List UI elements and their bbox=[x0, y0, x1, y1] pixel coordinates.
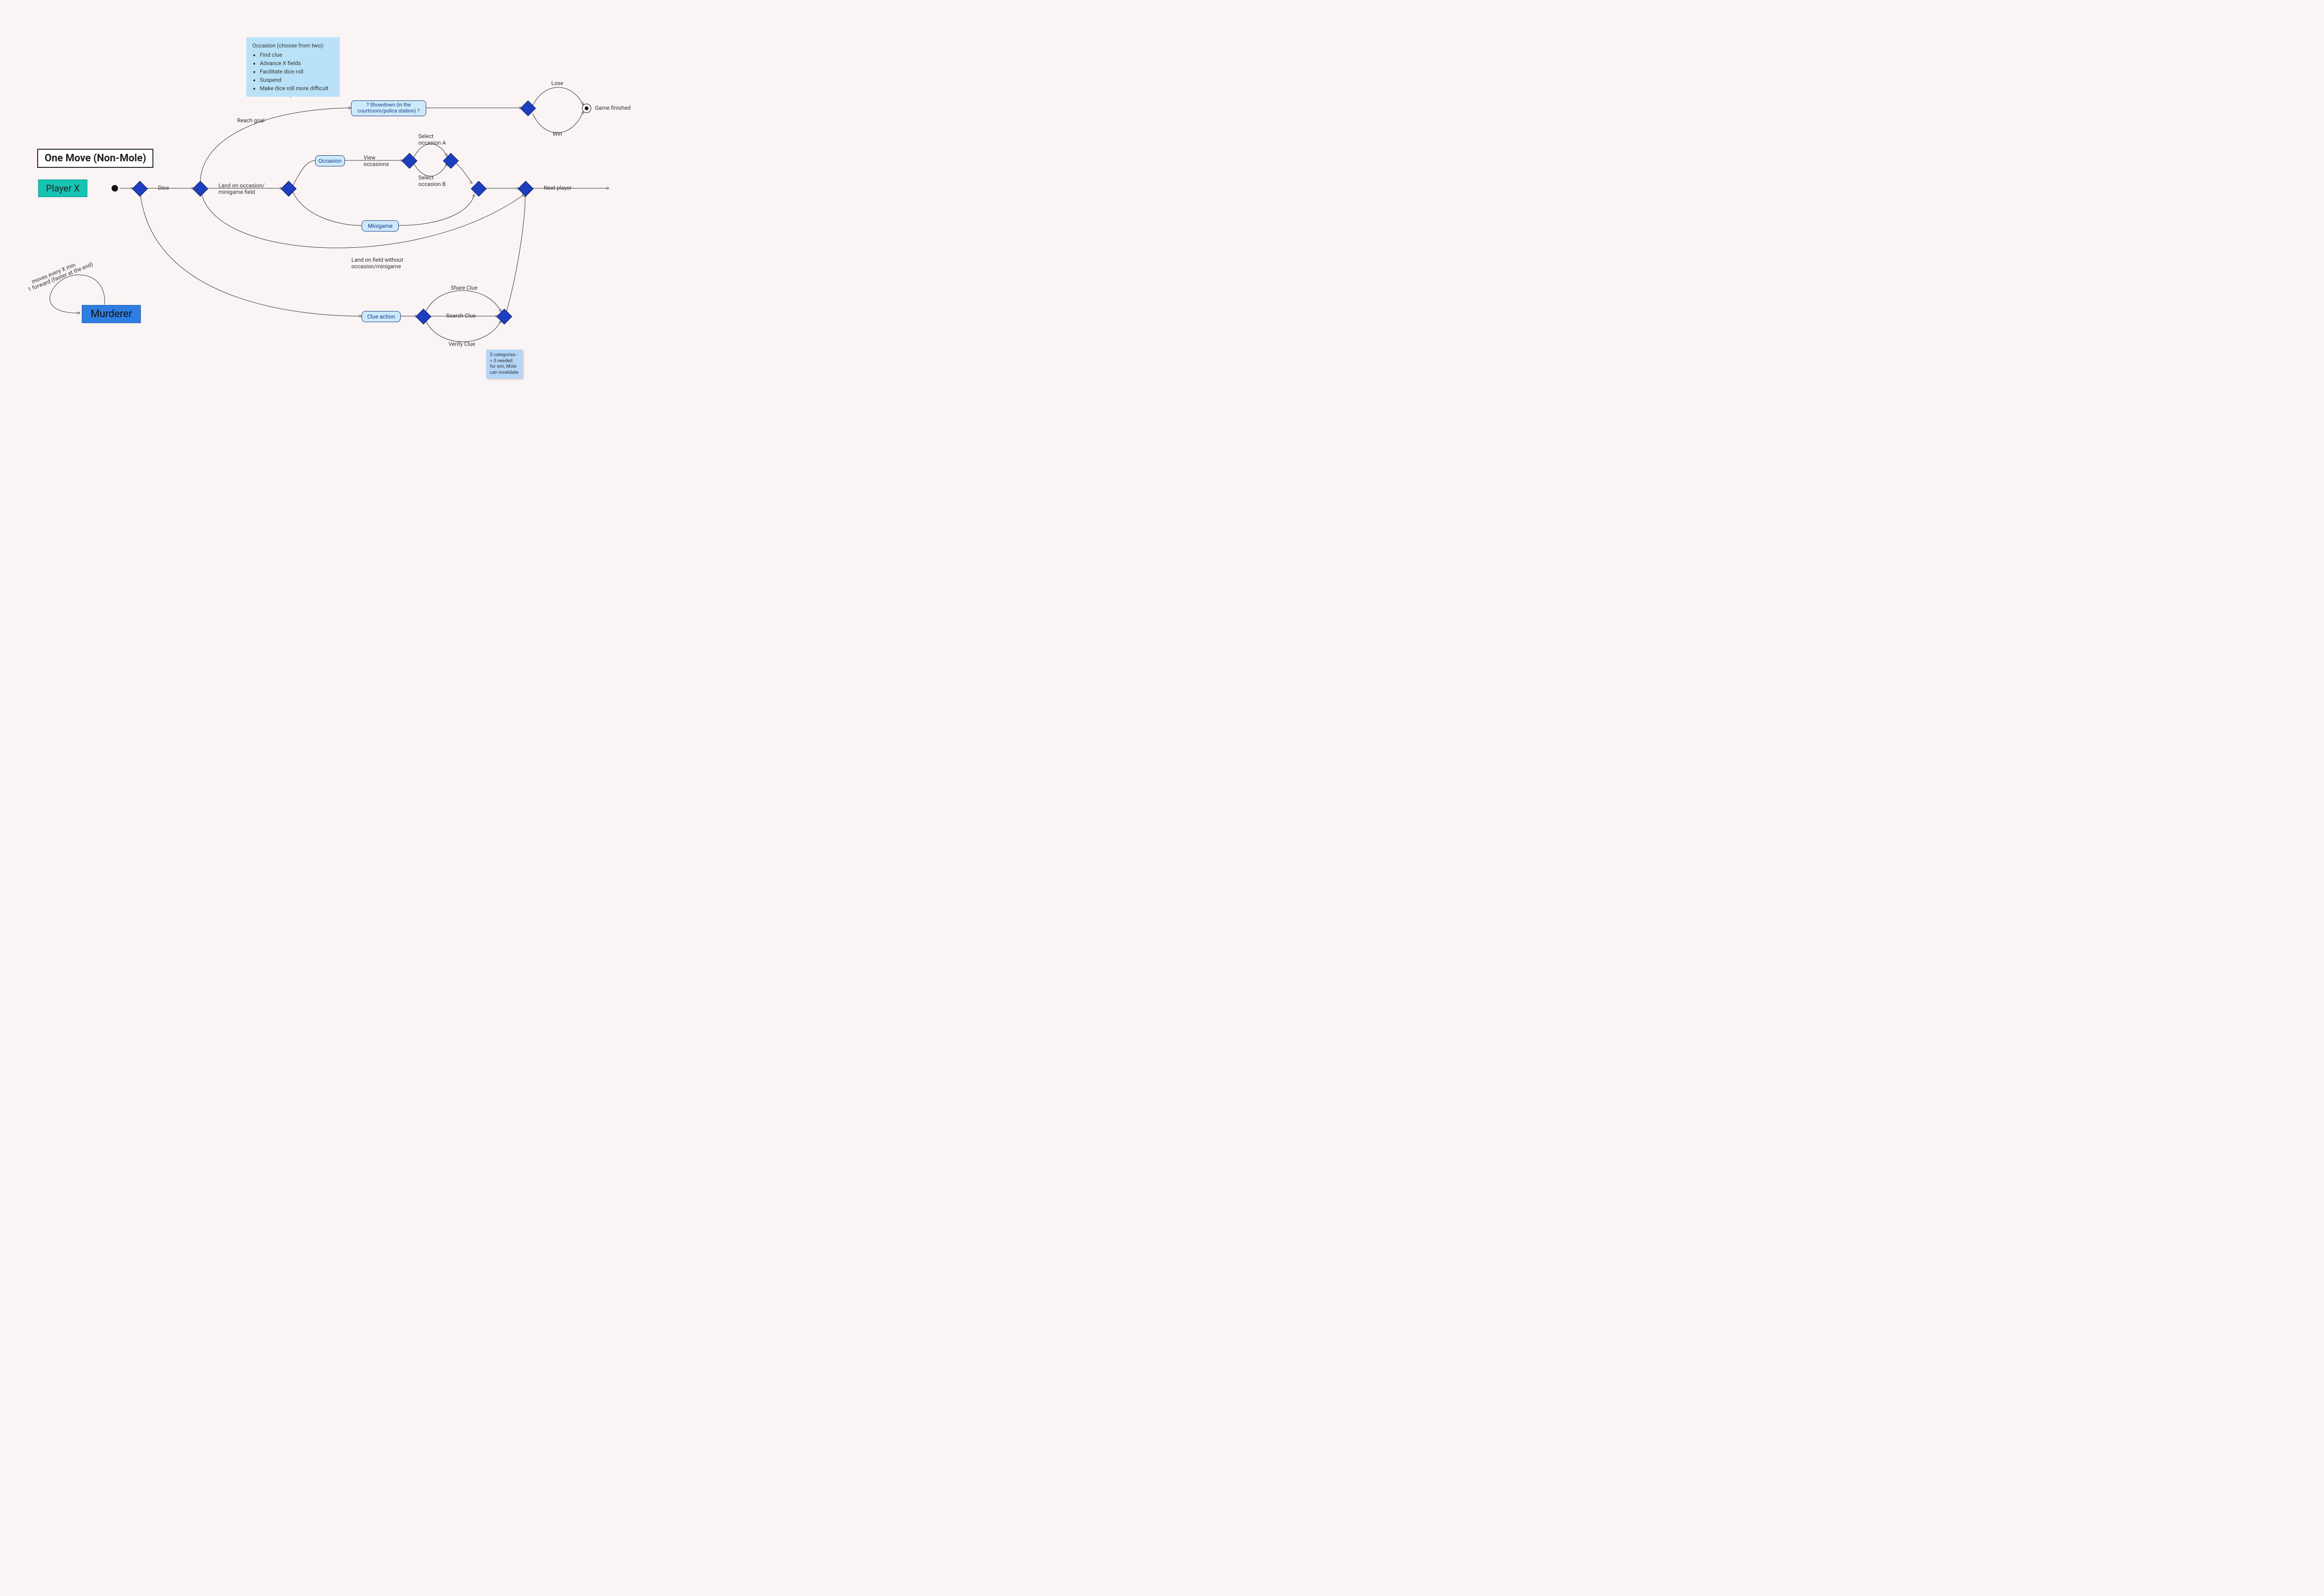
label-game-finished: Game finished bbox=[595, 105, 631, 112]
label-land-without-2: occasion/minigame bbox=[351, 263, 401, 270]
decision-next-player bbox=[518, 181, 534, 197]
label-dice: Dice bbox=[158, 185, 169, 192]
label-win: Win bbox=[553, 131, 562, 138]
showdown-line2: courtroom/police station) ? bbox=[357, 108, 420, 114]
sticky-note: 5 categories -> 3 needed for win, Mole c… bbox=[486, 350, 522, 378]
label-select-a-1: Select bbox=[418, 133, 434, 140]
label-lose: Lose bbox=[551, 80, 563, 87]
player-box: Player X bbox=[38, 179, 87, 197]
occasion-note-item: Advance X fields bbox=[260, 59, 334, 67]
decision-win-lose bbox=[520, 100, 536, 116]
occasion-note-item: Find clue bbox=[260, 51, 334, 59]
occasion-note-header: Occasion (choose from two): bbox=[252, 41, 334, 50]
label-select-b-1: Select bbox=[418, 174, 434, 181]
decision-field-type bbox=[281, 181, 297, 197]
label-view-line1: View bbox=[363, 154, 376, 161]
decision-view-occasions bbox=[402, 153, 417, 169]
proc-minigame: Minigame bbox=[362, 220, 399, 232]
decision-after-dice bbox=[192, 181, 208, 197]
end-node bbox=[582, 104, 591, 113]
occasion-note-item: Suspend bbox=[260, 76, 334, 84]
proc-clue-action: Clue action bbox=[362, 311, 401, 322]
label-select-b-2: occasion B bbox=[418, 181, 446, 188]
diagram-title: One Move (Non-Mole) bbox=[37, 149, 153, 168]
occasion-note-item: Make dice roll more difficult bbox=[260, 84, 334, 93]
showdown-line1: ? Showdown (in the bbox=[366, 102, 410, 108]
label-verify-clue: Verify Clue bbox=[449, 341, 475, 348]
decision-merge-occasion-minigame bbox=[471, 181, 487, 197]
flowchart-canvas: One Move (Non-Mole) Player X Occasion Mi… bbox=[0, 0, 674, 418]
decision-clue-merge bbox=[496, 309, 512, 324]
decision-clue-branch bbox=[416, 309, 431, 324]
occasion-note: Occasion (choose from two): Find clue Ad… bbox=[246, 37, 340, 97]
proc-showdown: ? Showdown (in the courtroom/police stat… bbox=[351, 100, 426, 116]
label-share-clue: Share Clue bbox=[451, 285, 477, 291]
label-search-clue: Search Clue bbox=[446, 312, 476, 319]
start-node bbox=[112, 185, 118, 192]
occasion-note-item: Facilitate dice roll bbox=[260, 67, 334, 76]
label-reach-goal: Reach goal bbox=[237, 117, 264, 124]
label-land-without-1: Land on field without bbox=[351, 257, 403, 264]
label-land-on-1: Land on occasion/ bbox=[218, 182, 264, 189]
label-select-a-2: occasion A bbox=[418, 139, 446, 146]
murderer-box: Murderer bbox=[82, 305, 141, 323]
label-land-on-2: minigame field bbox=[218, 189, 255, 196]
proc-occasion: Occasion bbox=[315, 155, 345, 166]
label-view-line2: occasions bbox=[363, 161, 389, 168]
decision-select-occasion bbox=[443, 153, 459, 169]
decision-after-start bbox=[132, 181, 148, 197]
label-next-player: Next player bbox=[544, 185, 572, 192]
